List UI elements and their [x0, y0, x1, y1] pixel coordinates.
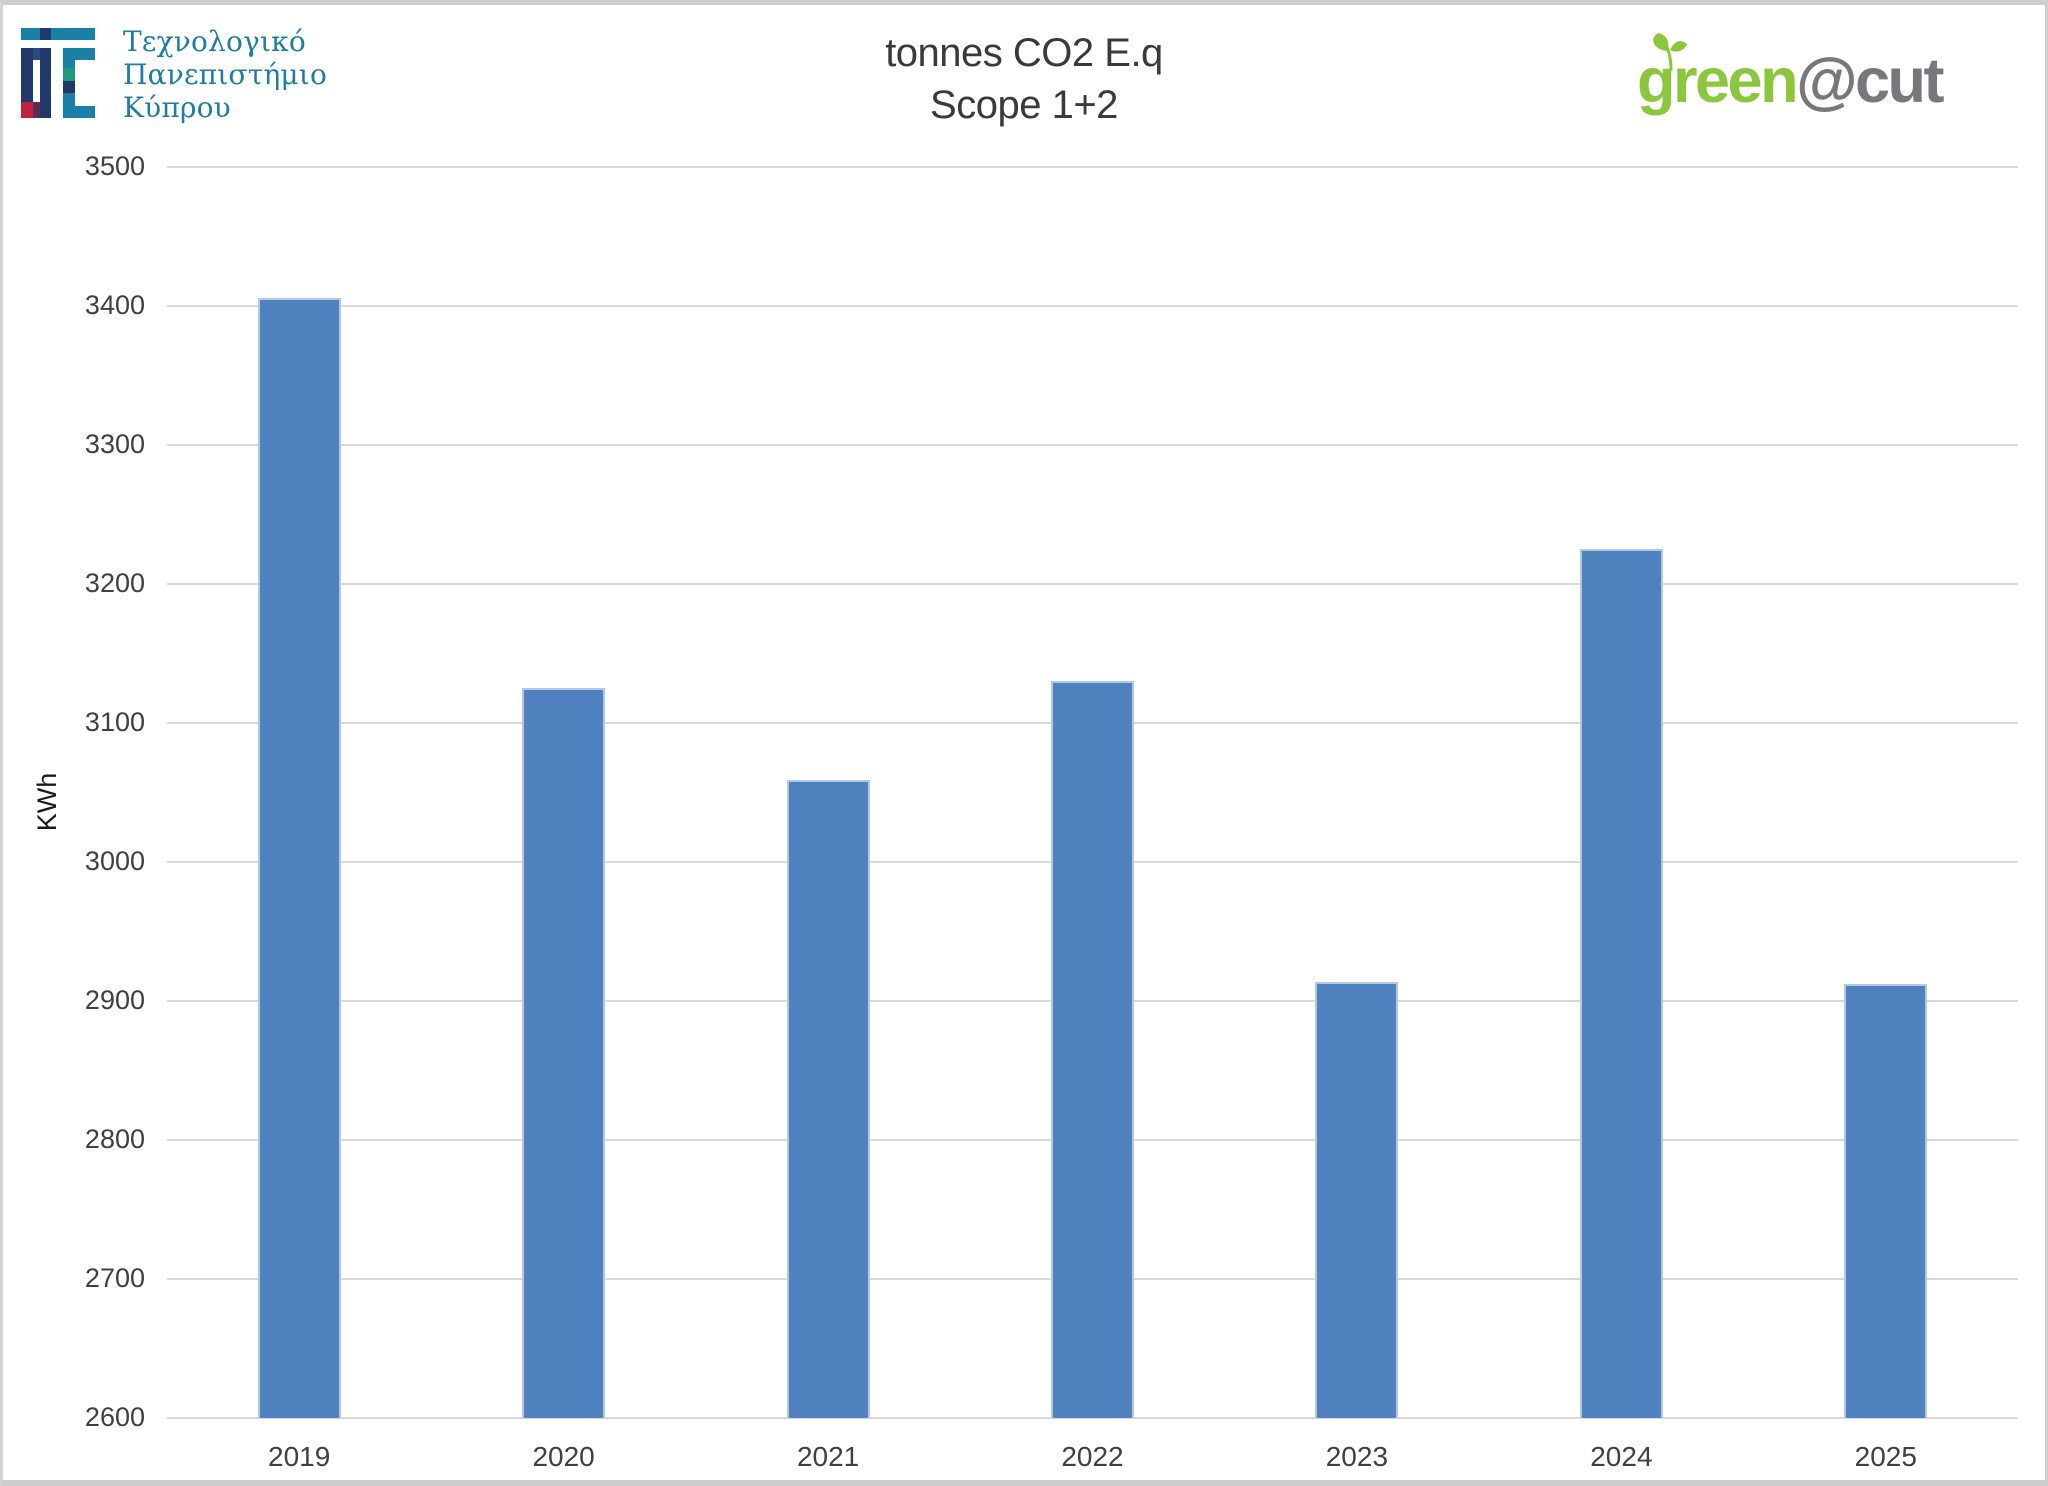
logo-mosaic-tile [21, 102, 33, 118]
plot-area [167, 166, 2018, 1419]
y-tick-label-3300: 3300 [84, 429, 145, 459]
x-tick-label-2021: 2021 [796, 1441, 860, 1472]
bar-2025 [1844, 984, 1928, 1418]
university-logo-mark-icon [21, 28, 95, 118]
chart-title: tonnes CO2 E.q Scope 1+2 [3, 27, 2045, 131]
x-tick-label-2022: 2022 [1061, 1441, 1124, 1472]
y-tick-label-3400: 3400 [84, 290, 145, 320]
y-tick-label-2900: 2900 [84, 985, 145, 1015]
x-tick-label-2025: 2025 [1854, 1441, 1917, 1472]
logo-mosaic-tile [33, 48, 44, 60]
y-tick-label-2600: 2600 [84, 1402, 145, 1432]
university-logo-text: Τεχνολογικό Πανεπιστήμιο Κύπρου [123, 25, 327, 124]
logo-mosaic-tile [21, 48, 33, 102]
gridline-2600 [167, 1417, 2018, 1419]
greencut-green-text: green [1637, 46, 1799, 116]
logo-mosaic-tile [21, 28, 95, 40]
logo-mosaic-tile [63, 106, 95, 118]
university-name-line: Κύπρου [123, 91, 231, 124]
y-tick-label-3000: 3000 [84, 846, 145, 876]
bar-2022 [1051, 681, 1134, 1418]
logo-mosaic-tile [40, 28, 51, 40]
x-tick-label-2023: 2023 [1325, 1441, 1389, 1472]
gridline-3200 [167, 583, 2018, 585]
bar-2019 [257, 297, 341, 1418]
y-tick-label-2800: 2800 [84, 1124, 145, 1154]
greencut-logo-text: green@cut [1637, 45, 1944, 117]
bar-2024 [1579, 549, 1663, 1419]
bar-2023 [1315, 981, 1399, 1418]
university-logo: Τεχνολογικό Πανεπιστήμιο Κύπρου [21, 23, 327, 133]
y-tick-label-3500: 3500 [84, 151, 145, 181]
logo-mosaic-tile [63, 68, 75, 81]
logo-mosaic-tile [40, 48, 51, 118]
bar-2020 [522, 688, 606, 1419]
x-tick-label-2024: 2024 [1590, 1441, 1653, 1472]
y-tick-label-3200: 3200 [84, 568, 145, 598]
x-tick-label-2019: 2019 [268, 1441, 331, 1472]
y-tick-label-3100: 3100 [84, 707, 145, 737]
gridline-3400 [167, 305, 2018, 307]
greencut-cut-text: @cut [1796, 46, 1944, 116]
gridline-3300 [167, 444, 2018, 446]
gridline-3500 [167, 166, 2018, 168]
logo-mosaic-tile [63, 81, 75, 93]
chart-title-line2: Scope 1+2 [930, 83, 1118, 127]
x-tick-label-2020: 2020 [532, 1441, 595, 1472]
y-tick-label-2700: 2700 [84, 1263, 145, 1293]
greencut-logo: green@cut [1637, 31, 1944, 121]
leaf-icon [1653, 33, 1687, 71]
chart-title-line1: tonnes CO2 E.q [885, 31, 1163, 75]
y-axis-title: KWh [32, 772, 62, 832]
logo-mosaic-tile [63, 48, 95, 60]
logo-mosaic-tile [33, 102, 44, 118]
university-name-line: Τεχνολογικό [123, 25, 306, 58]
university-name-line: Πανεπιστήμιο [123, 58, 328, 91]
bar-2021 [786, 780, 870, 1418]
